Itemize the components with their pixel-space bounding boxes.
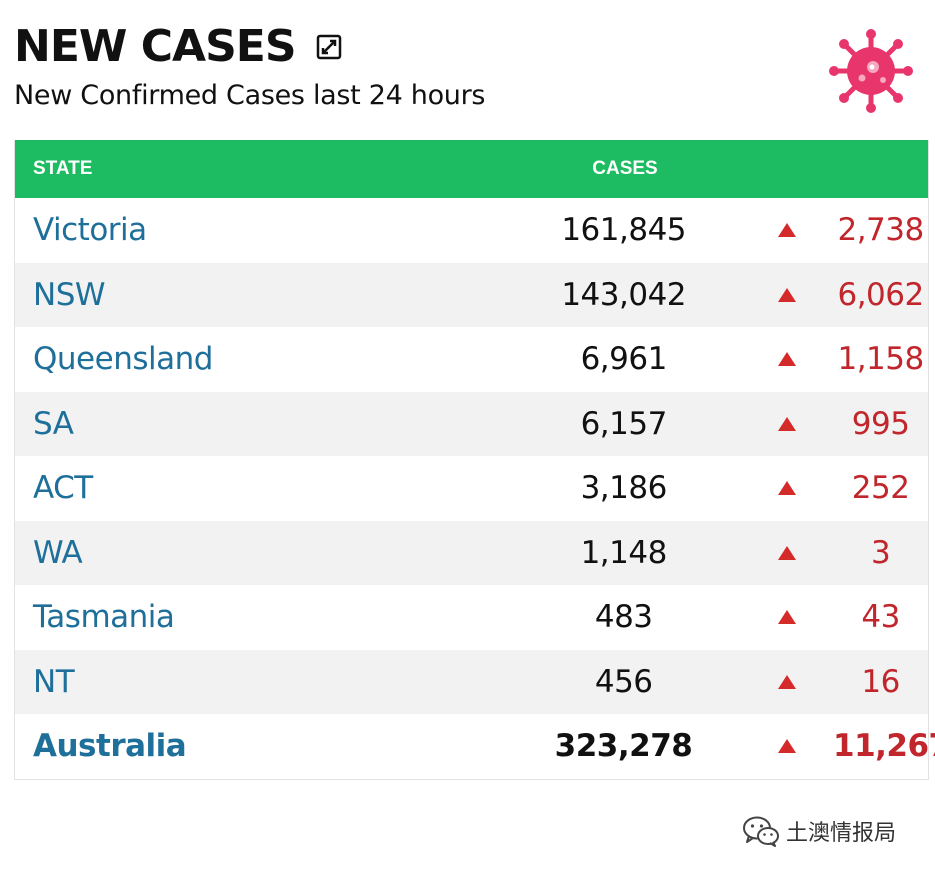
state-name[interactable]: Tasmania <box>33 599 175 636</box>
table-row: Tasmania 483 43 <box>15 585 928 650</box>
delta-value: 3 <box>870 534 891 571</box>
cases-value: 3,186 <box>580 470 668 507</box>
total-state-name[interactable]: Australia <box>33 728 187 765</box>
triangle-up-icon <box>778 416 833 431</box>
column-header-state: STATE <box>33 158 93 179</box>
state-name[interactable]: NT <box>33 663 75 700</box>
table-row: Victoria 161,845 2,738 <box>15 198 928 263</box>
delta-value: 43 <box>861 599 900 636</box>
virus-icon <box>829 29 913 113</box>
total-cases-value: 323,278 <box>554 728 693 765</box>
watermark-text: 土澳情报局 <box>786 821 897 846</box>
table-header: STATE CASES <box>15 140 928 198</box>
delta-value: 252 <box>851 470 910 507</box>
watermark: 土澳情报局 <box>742 815 896 847</box>
triangle-up-icon <box>778 739 833 754</box>
page-subtitle: New Confirmed Cases last 24 hours <box>14 80 486 111</box>
table-row: ACT 3,186 252 <box>15 456 928 521</box>
triangle-up-icon <box>778 545 833 560</box>
triangle-up-icon <box>778 610 833 625</box>
delta-value: 2,738 <box>837 212 924 249</box>
table-row: NSW 143,042 6,062 <box>15 262 928 327</box>
state-name[interactable]: WA <box>33 534 83 571</box>
title-row: NEW CASES <box>14 18 914 76</box>
cases-value: 1,148 <box>580 534 668 571</box>
state-name[interactable]: Victoria <box>33 212 147 249</box>
cases-value: 483 <box>594 599 653 636</box>
total-row: Australia 323,278 11,267 <box>15 714 935 779</box>
column-header-cases: CASES <box>592 158 658 179</box>
page-header: NEW CASES New Confirmed Cases last 24 ho… <box>14 18 914 118</box>
delta-value: 1,158 <box>837 341 924 378</box>
cases-value: 161,845 <box>561 212 687 249</box>
wechat-icon <box>743 816 779 847</box>
triangle-up-icon <box>778 223 833 238</box>
table-row: SA 6,157 995 <box>15 391 928 456</box>
expand-icon[interactable] <box>316 34 342 60</box>
triangle-up-icon <box>778 352 833 367</box>
triangle-up-icon <box>778 287 833 302</box>
triangle-up-icon <box>778 674 833 689</box>
cases-value: 6,157 <box>580 405 668 442</box>
state-name[interactable]: Queensland <box>33 341 213 378</box>
total-delta-value: 11,267 <box>833 728 935 765</box>
state-name[interactable]: NSW <box>33 276 106 313</box>
triangle-up-icon <box>778 481 833 496</box>
delta-value: 6,062 <box>837 276 924 313</box>
cases-value: 456 <box>594 663 653 700</box>
table-row: NT 456 16 <box>15 649 928 714</box>
cases-table: STATE CASES Victoria 161,845 2,738 NSW 1… <box>14 140 935 780</box>
page-title: NEW CASES <box>14 21 297 72</box>
cases-value: 6,961 <box>580 341 668 378</box>
table-row: WA 1,148 3 <box>15 520 928 585</box>
cases-value: 143,042 <box>561 276 687 313</box>
delta-value: 995 <box>851 405 910 442</box>
state-name[interactable]: SA <box>33 405 74 442</box>
state-name[interactable]: ACT <box>33 470 93 507</box>
table-row: Queensland 6,961 1,158 <box>15 327 928 392</box>
delta-value: 16 <box>861 663 900 700</box>
